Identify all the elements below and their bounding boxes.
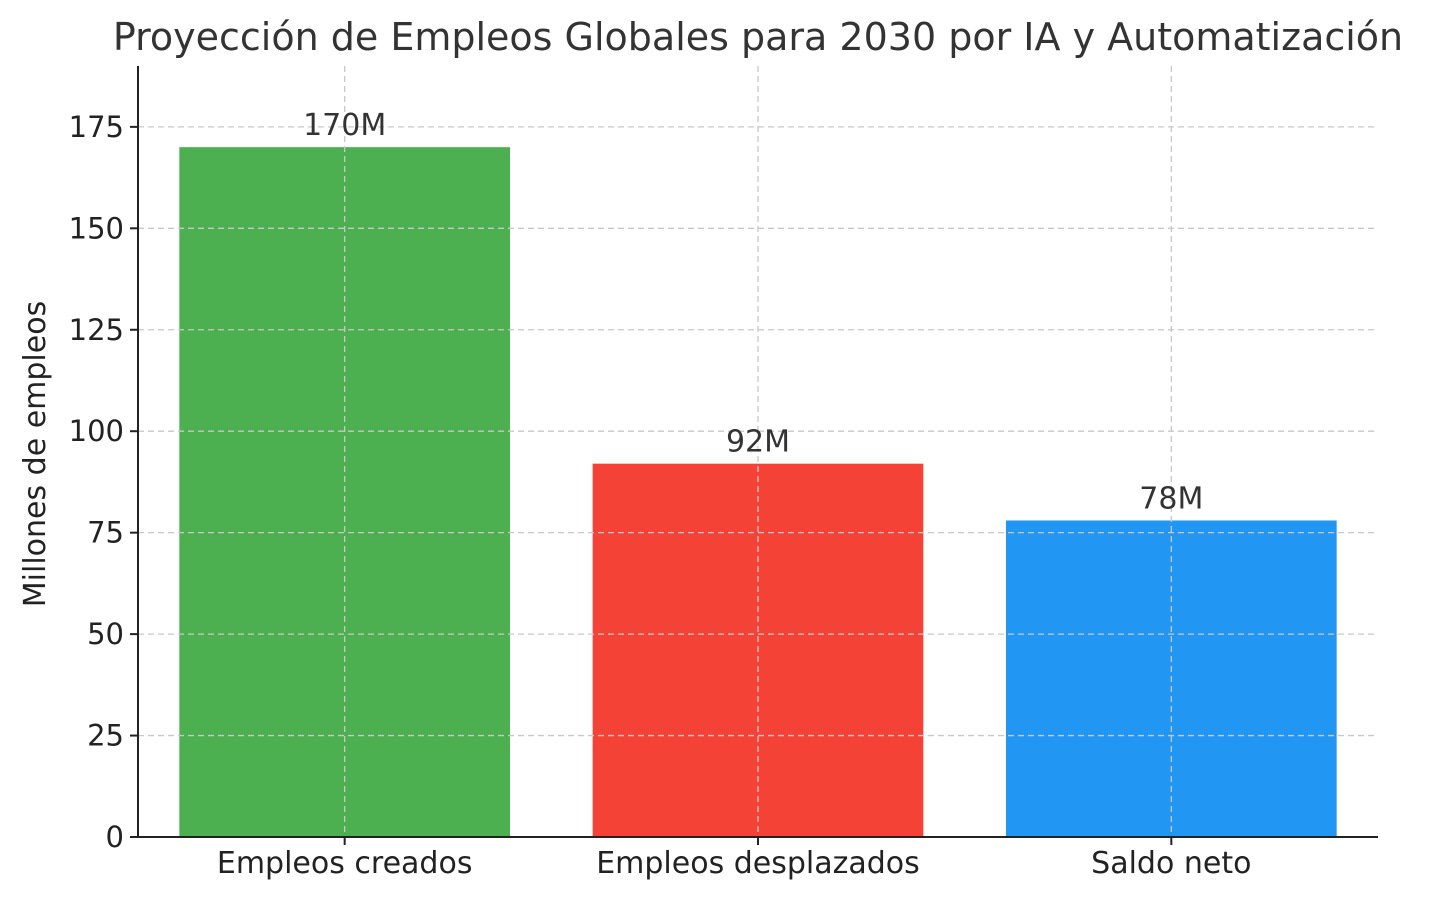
chart-title: Proyección de Empleos Globales para 2030… xyxy=(113,15,1403,59)
y-tick-label-1: 25 xyxy=(87,719,124,753)
bar-0 xyxy=(179,147,511,837)
x-tick-label-1: Empleos desplazados xyxy=(596,846,920,881)
data-label-0: 170M xyxy=(303,108,386,143)
y-tick-label-6: 150 xyxy=(69,211,124,245)
y-tick-label-3: 75 xyxy=(87,516,124,550)
data-label-2: 78M xyxy=(1139,481,1203,516)
grid-lines xyxy=(138,66,1378,837)
labels: 0 25 50 75 100 125 150 175 Empleos creados Empleo… xyxy=(69,108,1252,881)
y-tick-label-2: 50 xyxy=(87,617,124,651)
y-axis-label: Millones de empleos xyxy=(18,301,53,607)
y-tick-label-0: 0 xyxy=(106,820,124,854)
y-tick-label-4: 100 xyxy=(69,414,124,448)
data-label-1: 92M xyxy=(726,425,790,460)
axes xyxy=(130,66,1378,845)
x-tick-label-0: Empleos creados xyxy=(217,846,473,881)
y-tick-label-7: 175 xyxy=(69,110,124,144)
y-tick-label-5: 125 xyxy=(69,313,124,347)
x-tick-label-2: Saldo neto xyxy=(1091,846,1251,881)
